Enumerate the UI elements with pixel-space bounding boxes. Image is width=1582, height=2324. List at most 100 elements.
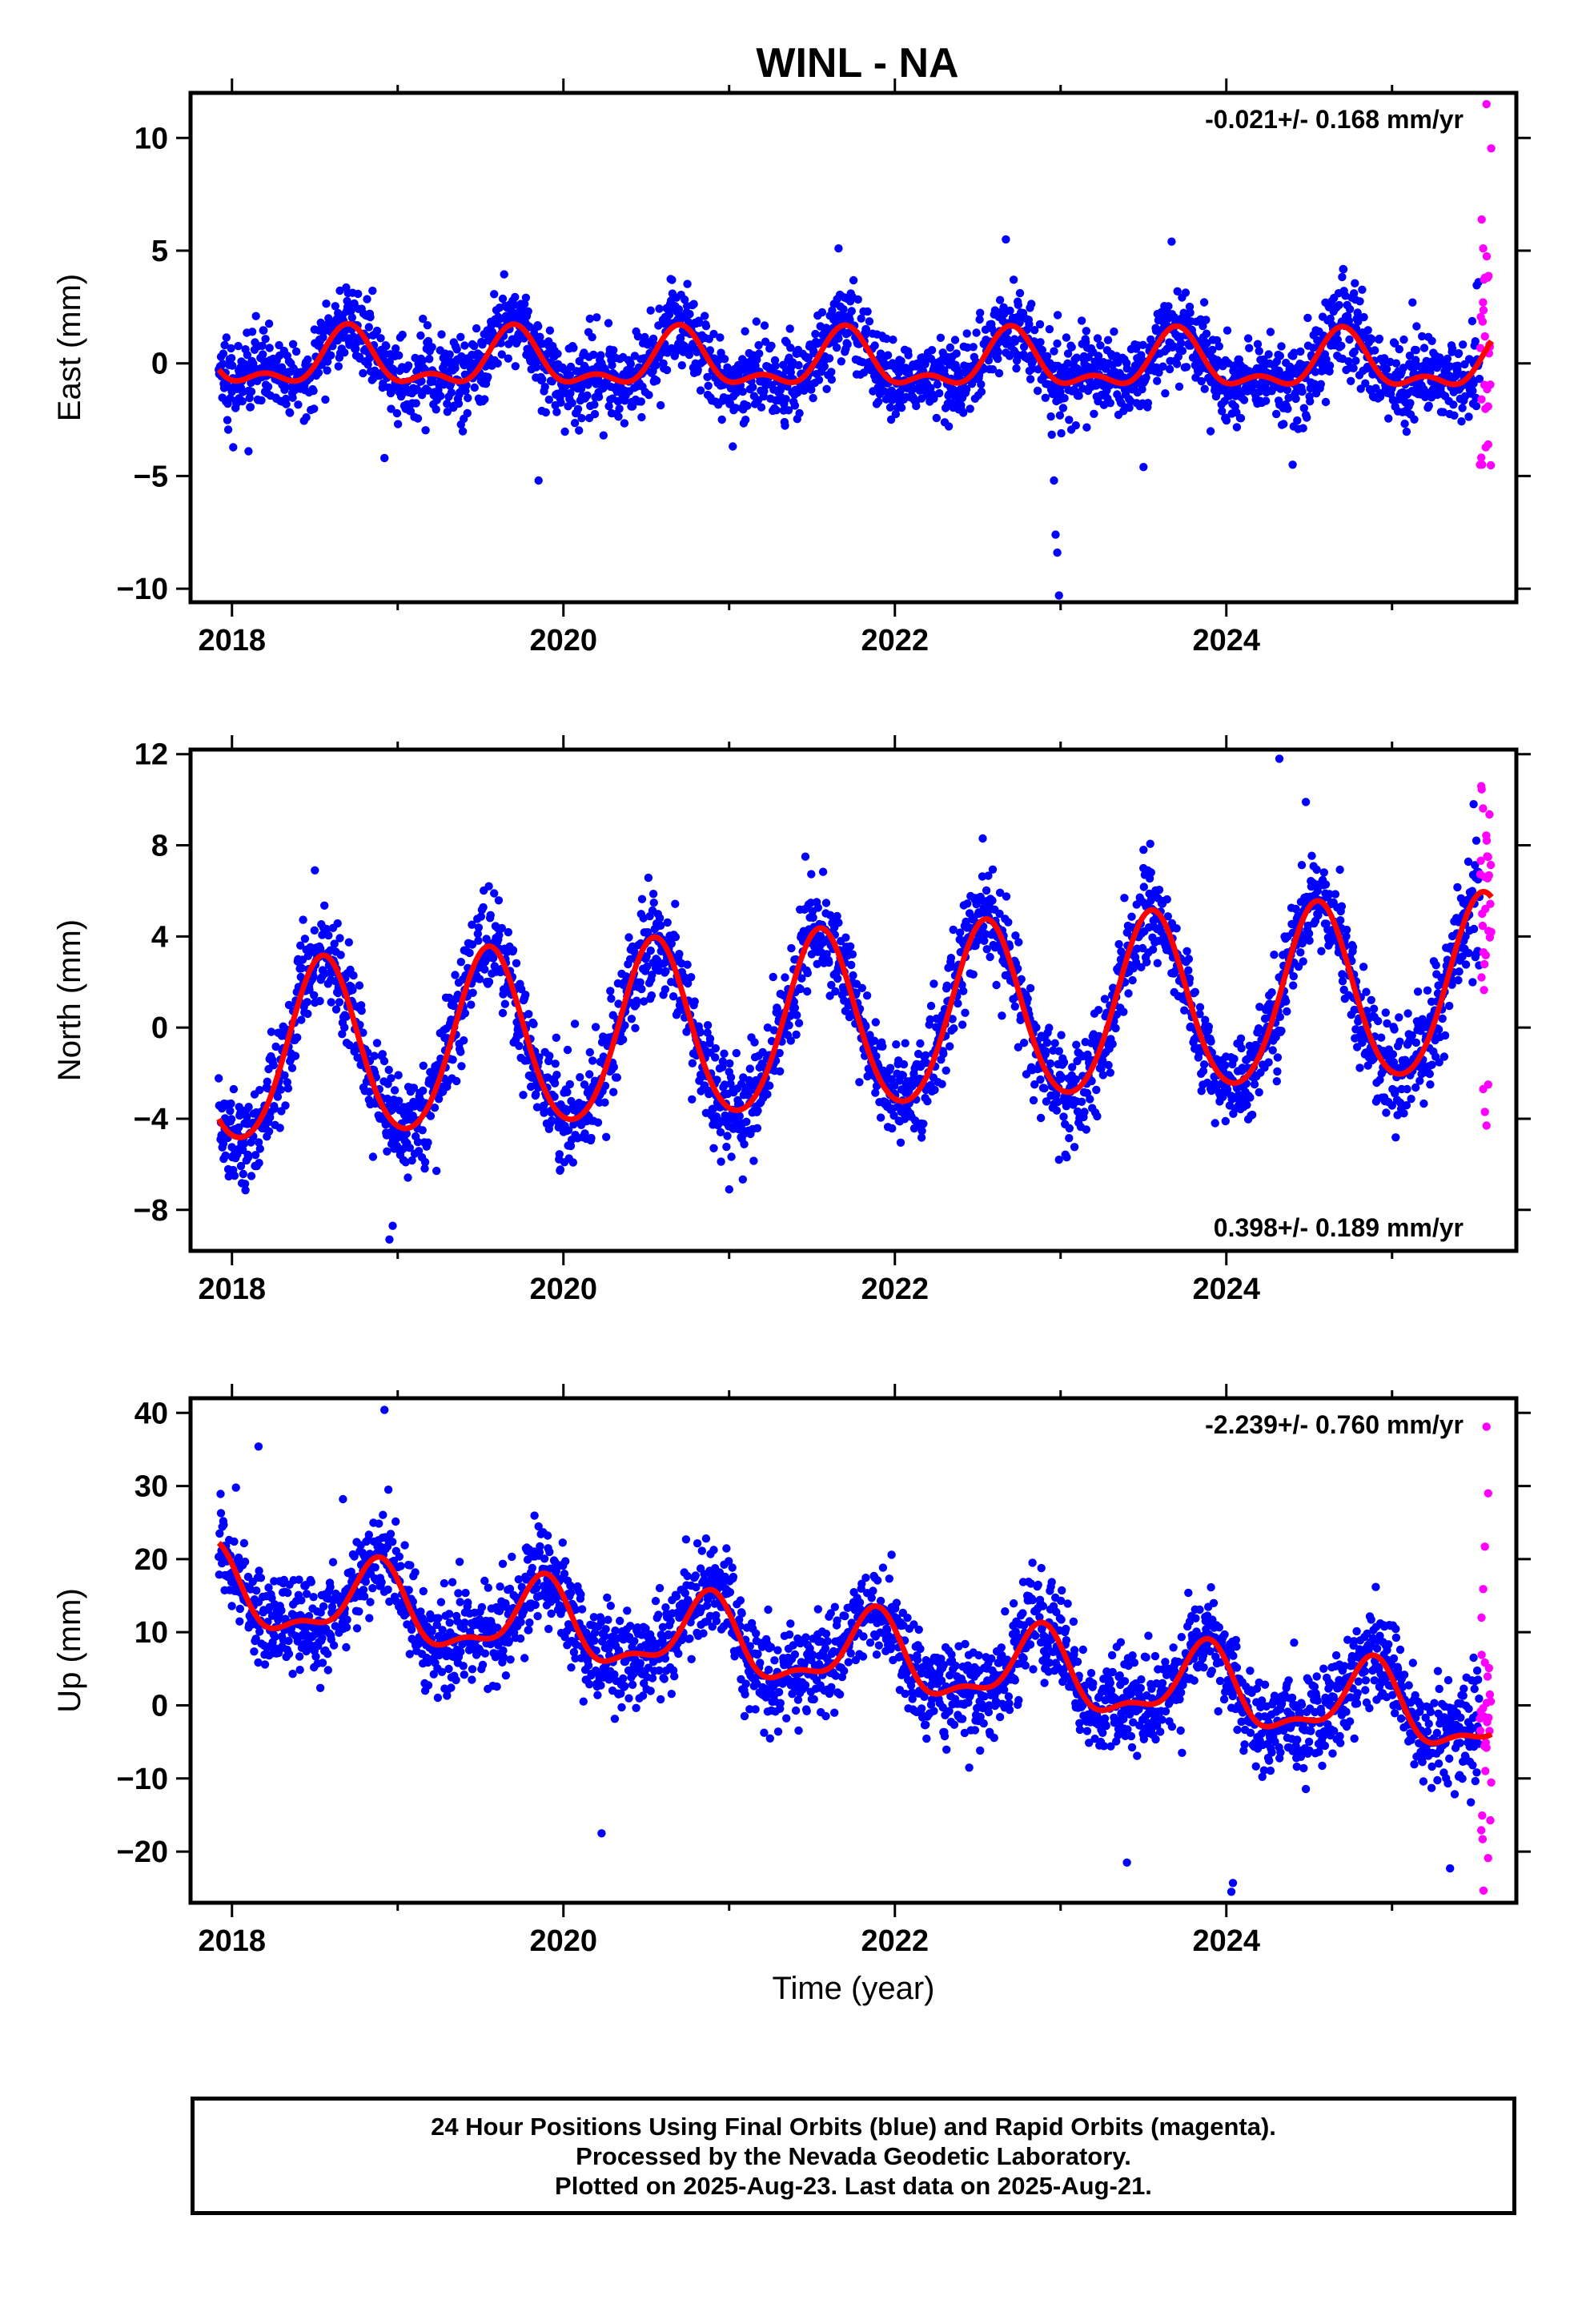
final-orbit-point	[244, 1103, 253, 1112]
rapid-orbit-point	[1478, 460, 1487, 469]
final-orbit-point	[962, 329, 971, 338]
final-orbit-point	[421, 426, 430, 435]
final-orbit-point	[637, 412, 646, 422]
final-orbit-point	[665, 310, 674, 320]
final-orbit-point	[607, 994, 616, 1003]
final-orbit-point	[370, 1051, 379, 1060]
final-orbit-point	[969, 343, 978, 352]
final-orbit-point	[857, 983, 867, 993]
final-orbit-point	[1174, 352, 1183, 361]
final-orbit-point	[668, 275, 677, 284]
final-orbit-point	[448, 1055, 457, 1064]
final-orbit-point	[994, 368, 1004, 378]
final-orbit-point	[794, 360, 803, 370]
final-orbit-point	[348, 986, 357, 995]
y-axis-label: East (mm)	[52, 274, 87, 421]
final-orbit-point	[419, 314, 428, 324]
final-orbit-point	[1148, 945, 1158, 954]
final-orbit-point	[365, 1088, 374, 1096]
final-orbit-point	[784, 406, 793, 415]
final-orbit-point	[1017, 975, 1026, 984]
final-orbit-point	[1184, 955, 1194, 963]
final-orbit-outlier	[1288, 460, 1297, 469]
final-orbit-point	[969, 970, 978, 979]
final-orbit-point	[1405, 352, 1415, 360]
y-tick-label: 0	[151, 348, 168, 381]
final-orbit-point	[946, 343, 955, 352]
final-orbit-point	[430, 1104, 440, 1112]
final-orbit-point	[1099, 400, 1109, 409]
final-orbit-point	[749, 1156, 758, 1165]
final-orbit-point	[263, 382, 273, 392]
final-orbit-point	[930, 979, 938, 988]
final-orbit-point	[926, 1015, 935, 1024]
final-orbit-point	[1082, 423, 1091, 432]
plot-frame	[188, 90, 1519, 605]
final-orbit-point	[688, 1059, 697, 1068]
final-orbit-point	[552, 1033, 560, 1043]
final-orbit-point	[608, 360, 616, 370]
final-orbit-point	[604, 319, 613, 328]
final-orbit-point	[1344, 357, 1353, 366]
final-orbit-point	[899, 1059, 909, 1069]
final-orbit-point	[849, 275, 858, 285]
final-orbit-point	[1068, 1063, 1077, 1072]
final-orbit-point	[711, 1043, 720, 1053]
final-orbit-point	[763, 1023, 773, 1032]
final-orbit-point	[1319, 868, 1329, 877]
final-orbit-point	[1011, 931, 1020, 940]
final-orbit-point	[1042, 1038, 1052, 1047]
final-orbit-point	[1082, 1125, 1091, 1134]
final-orbit-point	[871, 1088, 880, 1097]
final-orbit-point	[855, 1078, 864, 1087]
final-orbit-point	[1070, 1143, 1079, 1152]
final-orbit-point	[1154, 368, 1163, 377]
final-orbit-point	[1221, 1061, 1230, 1070]
final-orbit-point	[1453, 361, 1463, 370]
final-orbit-point	[917, 1133, 926, 1142]
final-orbit-point	[863, 1072, 872, 1081]
final-orbit-point	[551, 1059, 560, 1068]
final-orbit-point	[1339, 265, 1348, 274]
final-orbit-point	[468, 940, 477, 949]
final-orbit-point	[587, 1133, 596, 1143]
final-orbit-point	[1325, 361, 1335, 370]
final-orbit-point	[939, 1049, 948, 1059]
final-orbit-point	[639, 914, 648, 923]
final-orbit-point	[424, 1138, 432, 1147]
final-orbit-point	[847, 307, 857, 316]
final-orbit-point	[428, 343, 436, 352]
final-orbit-point	[750, 1038, 759, 1047]
final-orbit-point	[954, 999, 962, 1008]
final-orbit-point	[1282, 997, 1291, 1006]
final-orbit-point	[709, 1144, 718, 1153]
final-orbit-point	[1195, 1003, 1205, 1011]
final-orbit-point	[300, 935, 310, 943]
final-orbit-point	[460, 1036, 468, 1045]
final-orbit-point	[310, 404, 319, 413]
final-orbit-point	[735, 1112, 744, 1120]
final-orbit-point	[1030, 326, 1039, 335]
final-orbit-point	[1100, 995, 1110, 1003]
final-orbit-point	[1139, 883, 1149, 891]
final-orbit-point	[1047, 430, 1056, 439]
final-orbit-point	[486, 911, 495, 920]
final-orbit-point	[1138, 340, 1147, 349]
final-orbit-point	[1199, 298, 1209, 307]
final-orbit-point	[288, 340, 298, 348]
final-orbit-point	[1177, 339, 1186, 348]
final-orbit-point	[357, 1006, 366, 1015]
final-orbit-point	[624, 933, 633, 942]
final-orbit-point	[303, 355, 312, 364]
final-orbit-point	[948, 1015, 957, 1023]
rapid-orbit-point	[1480, 332, 1489, 341]
final-orbit-point	[495, 931, 504, 939]
final-orbit-point	[647, 991, 656, 1000]
final-orbit-point	[474, 923, 484, 932]
final-orbit-point	[794, 1019, 804, 1027]
final-orbit-point	[681, 296, 689, 304]
final-orbit-point	[689, 300, 698, 308]
final-orbit-point	[436, 392, 445, 400]
final-orbit-point	[716, 333, 725, 342]
